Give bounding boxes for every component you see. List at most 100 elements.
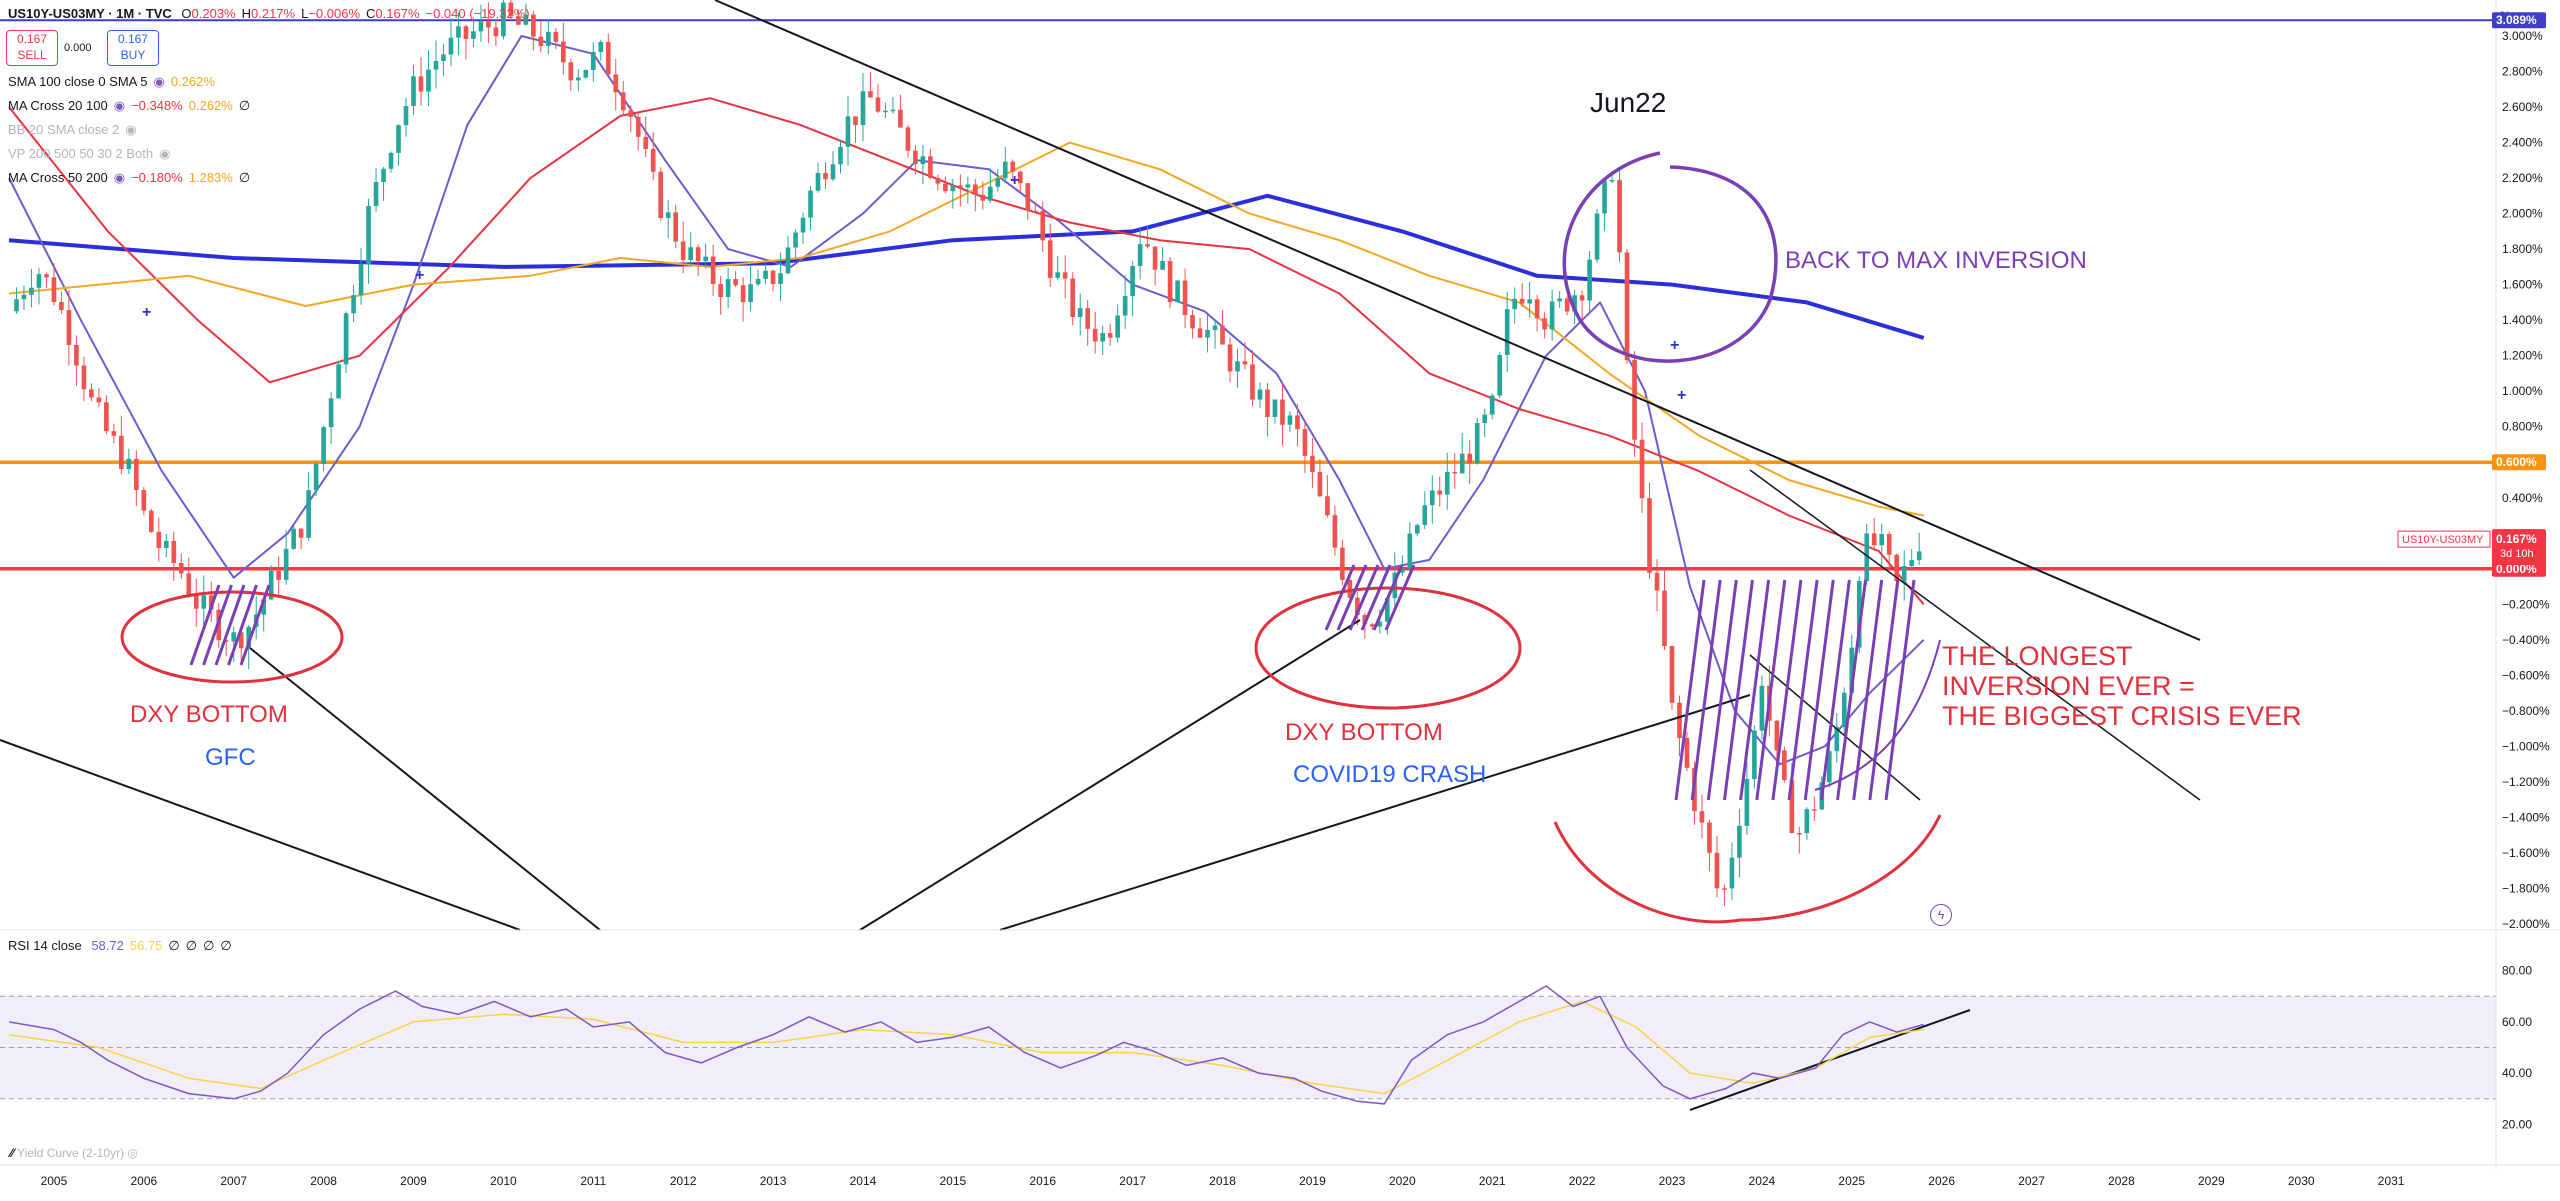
candle: [1632, 359, 1637, 440]
hatch-mark: [214, 584, 246, 666]
candle: [1482, 414, 1488, 424]
indicator-row[interactable]: SMA 100 close 0 SMA 5 ◉ 0.262%: [8, 74, 221, 90]
candle: [1107, 333, 1113, 338]
rsi-axis-tick: 20.00: [2502, 1117, 2532, 1131]
ma-line-ma-50: [8, 141, 1924, 517]
candle: [1774, 720, 1780, 751]
last-price-value: 0.167%: [2496, 532, 2537, 546]
indicator-row[interactable]: VP 200 500 50 30 2 Both ◉: [8, 146, 176, 162]
candle: [1355, 597, 1360, 615]
candle: [523, 14, 529, 25]
candle: [643, 136, 649, 149]
candle: [1534, 299, 1540, 319]
candle: [381, 168, 386, 182]
candle: [1190, 315, 1195, 329]
recovery-curve: [1814, 639, 1941, 791]
time-axis-tick: 2020: [1389, 1174, 1416, 1188]
symbol-legend[interactable]: US10Y-US03MY · 1M · TVC O0.203% H0.217% L−…: [8, 6, 542, 21]
candle: [74, 344, 79, 366]
hatch-mark: [189, 584, 221, 666]
candle: [546, 31, 551, 47]
candle: [725, 279, 731, 298]
candle: [1100, 333, 1105, 342]
candle: [156, 531, 162, 548]
time-axis-tick: 2009: [400, 1174, 427, 1188]
candle: [763, 270, 768, 279]
ohlc-values: O0.203% H0.217% L−0.006% C0.167% −0.040 (−19…: [181, 6, 535, 21]
hatch-mark: [1771, 579, 1803, 801]
symbol-title[interactable]: US10Y-US03MY · 1M · TVC: [8, 6, 172, 21]
candle: [1085, 308, 1091, 329]
indicator-settings-icon[interactable]: ◉: [125, 122, 137, 137]
candle: [583, 70, 589, 78]
candle: [913, 150, 918, 165]
candle: [1752, 730, 1757, 780]
price-axis-tick: 2.400%: [2502, 136, 2543, 150]
candle: [987, 186, 993, 201]
trend-line: [1749, 469, 2201, 801]
candle: [1797, 832, 1802, 835]
candle: [560, 41, 566, 63]
candle: [134, 458, 139, 491]
candle: [1542, 318, 1547, 330]
candle: [778, 273, 783, 284]
candle: [1077, 308, 1083, 317]
indicator-name: MA Cross 20 100: [8, 98, 108, 113]
yield-curve-label: Yield Curve (2-10yr): [17, 1146, 125, 1160]
hatch-mark: [1348, 564, 1380, 631]
candle: [1444, 471, 1450, 495]
candle: [1370, 624, 1375, 627]
tv-logo-icon: ⁄⁄: [10, 1146, 15, 1160]
time-axis-tick: 2006: [130, 1174, 157, 1188]
indicator-value: −0.180%: [131, 170, 183, 185]
last-symbol-tag: US10Y-US03MY: [2402, 534, 2484, 546]
time-axis-tick: 2025: [1838, 1174, 1865, 1188]
indicator-row[interactable]: BB 20 SMA close 2 ◉: [8, 122, 143, 138]
indicator-row[interactable]: MA Cross 20 100 ◉ −0.348% 0.262% ∅: [8, 98, 256, 114]
candle: [598, 41, 604, 52]
hatch-mark: [1755, 579, 1787, 801]
candle: [1182, 280, 1188, 316]
time-axis-tick: 2023: [1659, 1174, 1686, 1188]
indicator-row[interactable]: MA Cross 50 200 ◉ −0.180% 1.283% ∅: [8, 170, 256, 186]
candle: [186, 573, 192, 595]
indicator-settings-icon[interactable]: ◉: [113, 98, 126, 113]
indicator-settings-icon[interactable]: ◉: [153, 74, 165, 89]
candle: [1017, 171, 1023, 184]
candle: [1152, 246, 1158, 270]
yield-curve-legend[interactable]: ⁄⁄ Yield Curve (2-10yr) ◎: [10, 1146, 138, 1160]
candle: [433, 61, 439, 70]
annotation-longest-2: INVERSION EVER =: [1942, 671, 2195, 701]
hatch-mark: [1690, 579, 1722, 801]
candle: [246, 626, 252, 649]
candle: [1220, 325, 1225, 345]
time-axis-tick: 2024: [1749, 1174, 1776, 1188]
indicator-settings-icon[interactable]: ◉: [159, 146, 171, 161]
rsi-legend[interactable]: RSI 14 close 58.72 56.75 ∅ ∅ ∅ ∅: [8, 938, 244, 954]
eye-icon[interactable]: ◎: [127, 1146, 138, 1160]
indicator-value: ∅: [238, 170, 251, 185]
settings-icon[interactable]: ϟ: [1930, 904, 1952, 926]
time-axis-tick: 2014: [850, 1174, 877, 1188]
annotation-dxy-bottom-1: DXY BOTTOM: [130, 701, 288, 728]
annotation-dxy-bottom-2: DXY BOTTOM: [1285, 719, 1443, 746]
candle: [905, 127, 911, 151]
candle: [313, 463, 319, 491]
indicator-settings-icon[interactable]: ◉: [113, 170, 126, 185]
ohlc-key: L: [301, 6, 309, 21]
candle: [486, 21, 491, 28]
rsi-axis-tick: 60.00: [2502, 1015, 2532, 1029]
rsi-legend-value: 58.72: [91, 938, 124, 953]
candle: [950, 185, 956, 192]
sell-button[interactable]: 0.167 SELL: [6, 30, 58, 66]
candle: [21, 294, 27, 300]
candle: [785, 247, 791, 274]
hatch-mark: [1372, 564, 1404, 631]
indicator-name: SMA 100 close 0 SMA 5: [8, 74, 148, 89]
buy-button[interactable]: 0.167 BUY: [107, 30, 159, 66]
candle: [478, 21, 484, 32]
candle: [208, 595, 214, 610]
candle: [119, 435, 124, 470]
candle: [1295, 415, 1300, 430]
